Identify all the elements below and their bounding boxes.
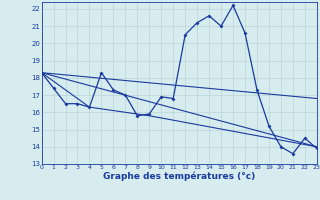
X-axis label: Graphe des températures (°c): Graphe des températures (°c) [103, 172, 255, 181]
